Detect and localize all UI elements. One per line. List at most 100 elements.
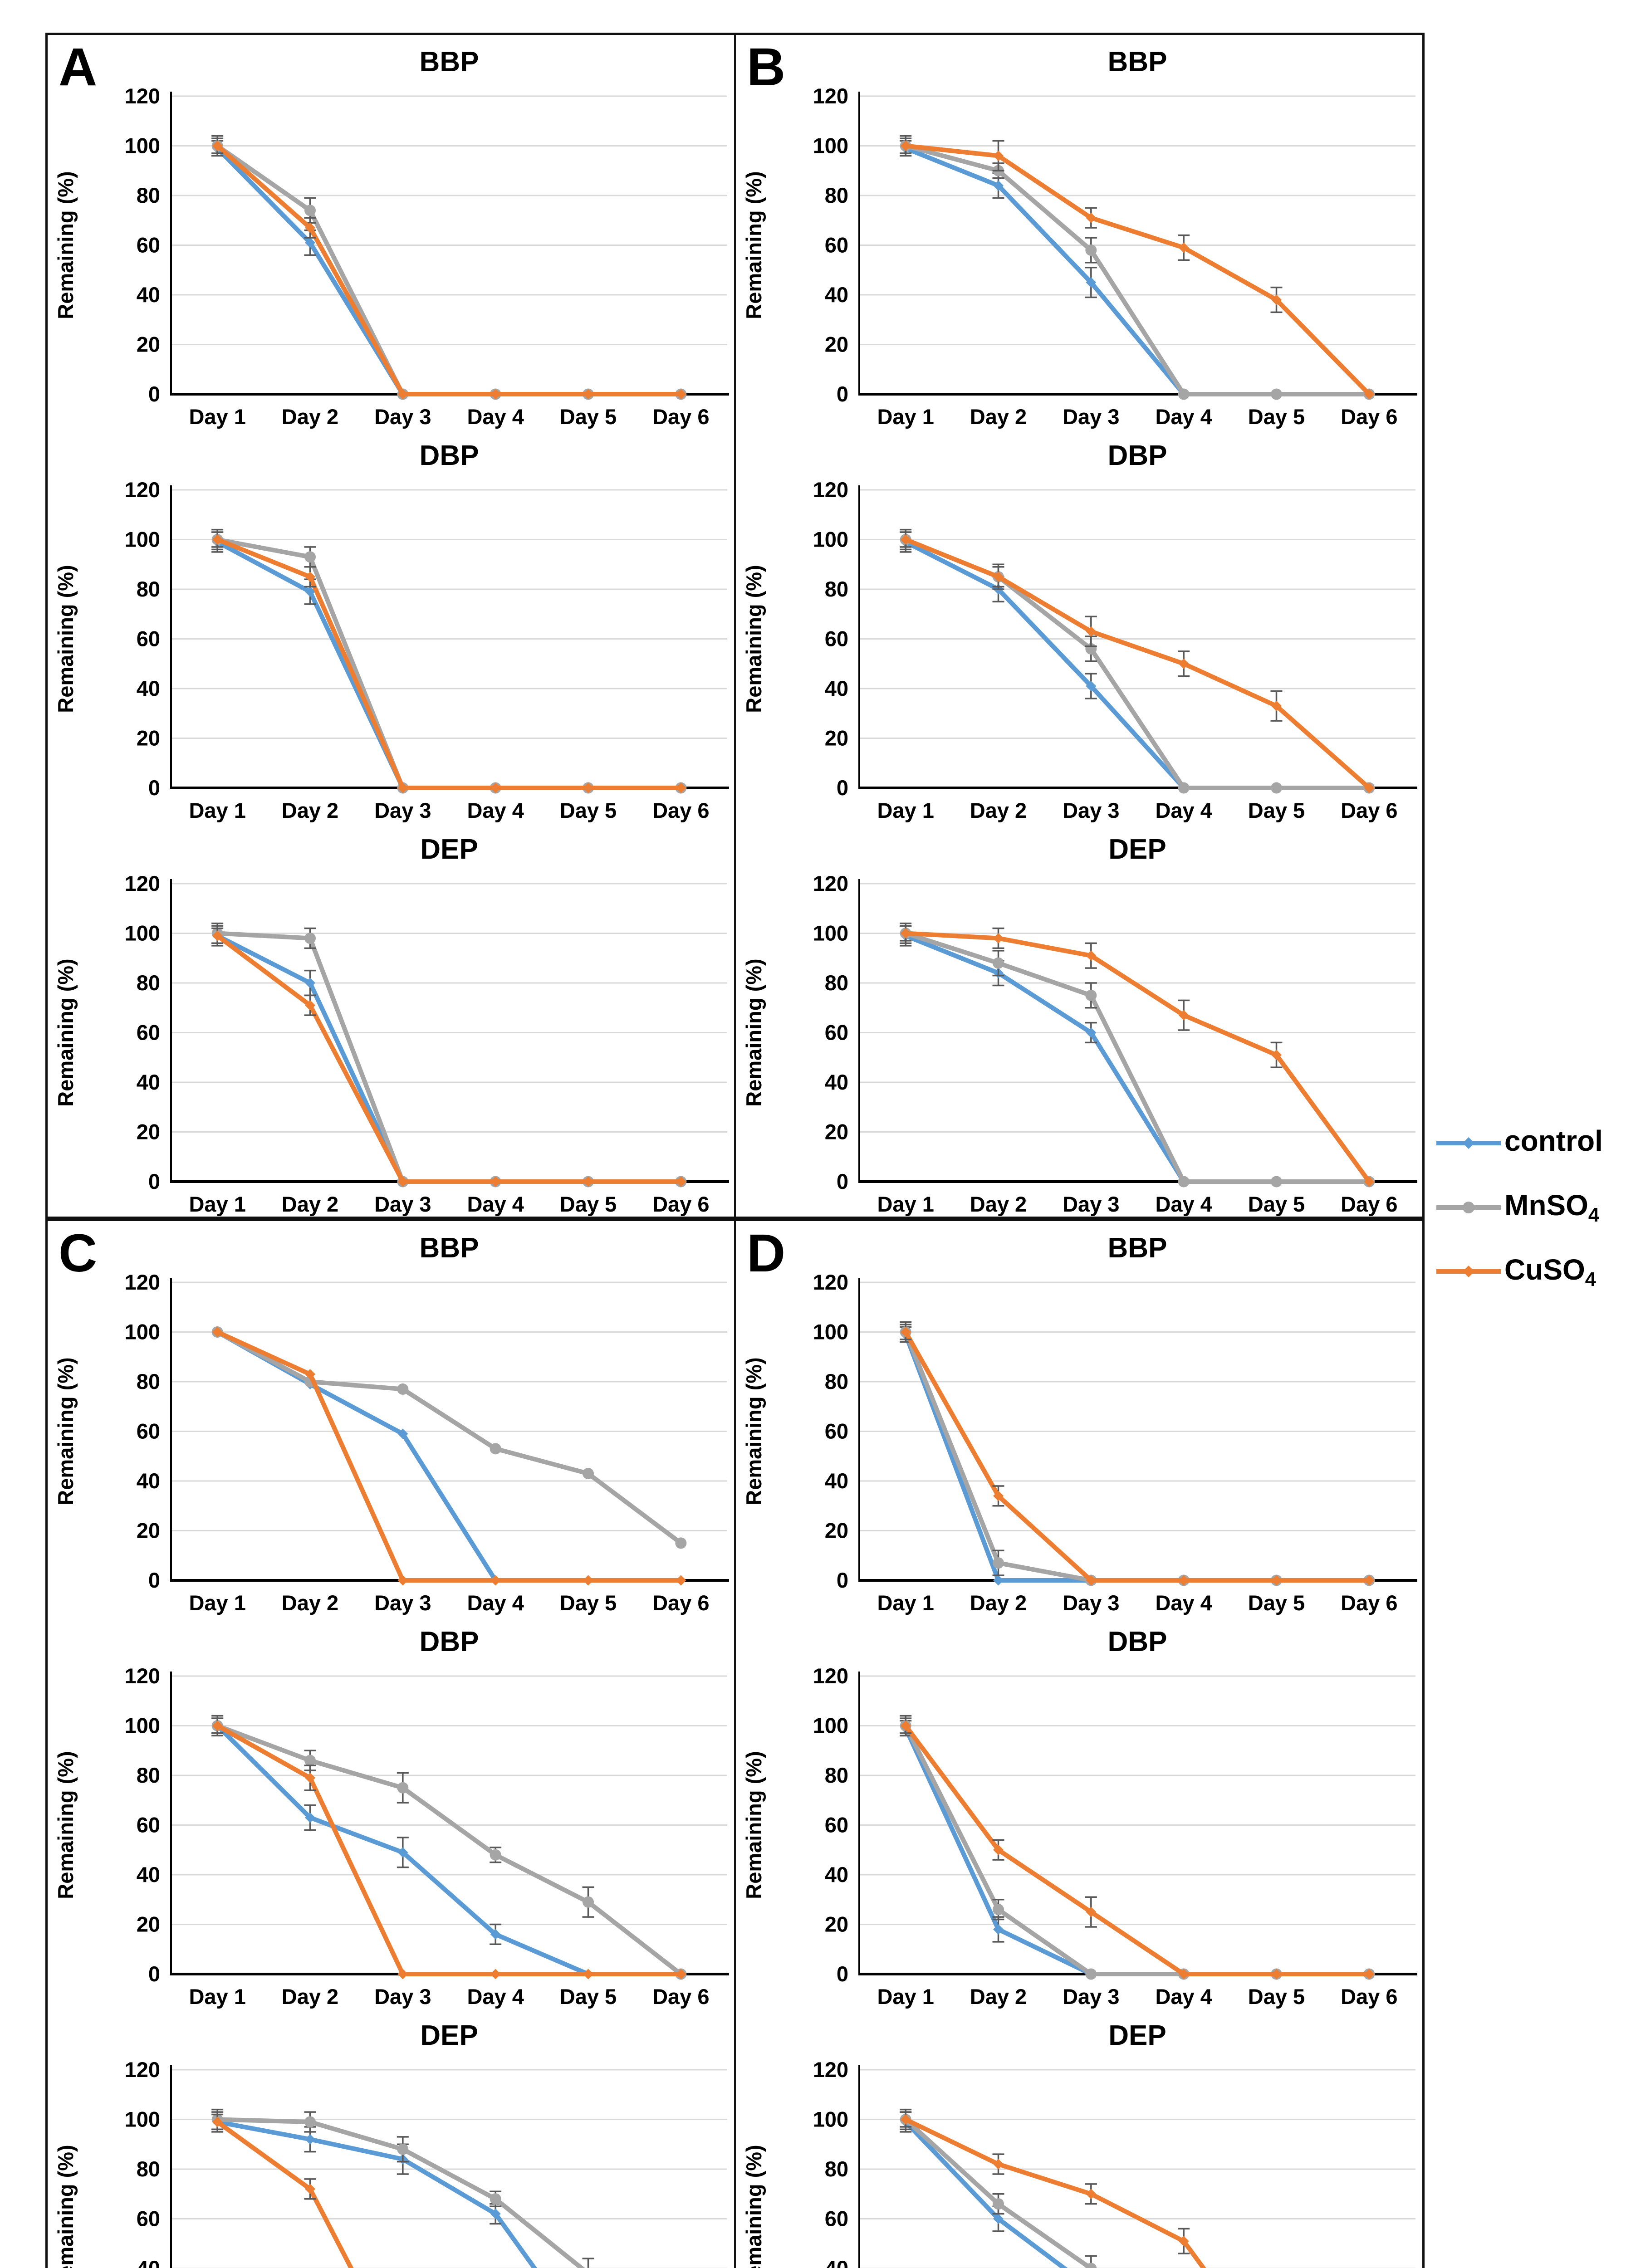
marker-control [397, 1428, 408, 1439]
series-line-CuSO4 [905, 143, 1371, 396]
marker-MnSO4 [397, 1782, 409, 1794]
series-MnSO4 [900, 528, 1375, 794]
series-CuSO4 [211, 2113, 354, 2268]
y-tick-label: 0 [837, 1568, 848, 1592]
x-tick-label: Day 6 [652, 405, 709, 429]
legend-line-cuso4-icon [1436, 1266, 1501, 1278]
x-tick-label: Day 5 [560, 405, 617, 429]
marker-MnSO4 [1085, 1968, 1097, 1980]
y-tick-label: 0 [148, 776, 160, 800]
x-tick-label: Day 5 [1248, 798, 1305, 822]
y-tick-label: 120 [125, 2058, 160, 2082]
marker-CuSO4 [490, 782, 501, 793]
y-tick-label: 0 [148, 1169, 160, 1193]
y-tick-label: 100 [813, 1714, 848, 1738]
panel-A-charts: BBP Remaining (%) 0 20 40 60 80 100 120 Day 1 Day … [48, 35, 734, 1217]
legend-line-control-icon [1436, 1137, 1501, 1149]
y-tick-label: 40 [137, 1862, 160, 1887]
series-MnSO4 [900, 922, 1375, 1188]
x-tick-label: Day 6 [1341, 798, 1397, 822]
x-tick-label: Day 3 [374, 1192, 431, 1216]
marker-CuSO4 [305, 572, 315, 582]
y-tick-label: 120 [125, 1270, 160, 1294]
x-tick-label: Day 2 [970, 1591, 1027, 1615]
marker-CuSO4 [1178, 2236, 1189, 2247]
y-tick-label: 80 [137, 971, 160, 995]
x-tick-label: Day 6 [1341, 1192, 1397, 1216]
y-tick-label: 20 [825, 1519, 848, 1543]
y-tick-label: 20 [137, 1912, 160, 1936]
x-tick-label: Day 3 [374, 1591, 431, 1615]
y-tick-label: 80 [825, 971, 848, 995]
y-tick-label: 120 [813, 2058, 848, 2082]
marker-control [305, 237, 315, 248]
marker-CuSO4 [900, 534, 911, 545]
y-tick-label: 80 [137, 2157, 160, 2181]
marker-CuSO4 [212, 1327, 223, 1337]
y-tick-label: 60 [137, 1419, 160, 1443]
y-axis-label: Remaining (%) [742, 1751, 766, 1899]
marker-MnSO4 [1271, 782, 1282, 794]
y-axis-label: Remaining (%) [742, 565, 766, 713]
y-tick-label: 60 [137, 1021, 160, 1045]
panel-letter-A: A [59, 37, 98, 97]
chart-title: BBP [420, 46, 479, 78]
x-tick-label: Day 2 [282, 1192, 338, 1216]
x-tick-label: Day 5 [1248, 1192, 1305, 1216]
marker-CuSO4 [1364, 1969, 1375, 1980]
marker-CuSO4 [1086, 626, 1097, 637]
y-axis-label: Remaining (%) [742, 1357, 766, 1505]
series-CuSO4 [211, 927, 686, 1187]
x-tick-label: Day 5 [560, 798, 617, 822]
legend-marker [1463, 1201, 1474, 1213]
marker-CuSO4 [1271, 700, 1282, 711]
chart-title: DEP [420, 2020, 478, 2051]
y-tick-label: 120 [125, 1664, 160, 1688]
x-tick-label: Day 4 [1155, 405, 1212, 429]
panel-B: B BBP Remaining (%) 0 20 40 60 80 100 120 Day 1 Da… [736, 35, 1422, 1217]
marker-CuSO4 [490, 1176, 501, 1187]
marker-control [993, 180, 1004, 191]
marker-MnSO4 [1178, 1176, 1190, 1188]
y-tick-label: 120 [125, 84, 160, 108]
x-tick-label: Day 3 [1063, 1192, 1119, 1216]
panel-A: A BBP Remaining (%) 0 20 40 60 80 100 120 Day 1 Da… [48, 35, 736, 1217]
y-tick-label: 20 [825, 1912, 848, 1936]
series-CuSO4 [900, 1324, 1375, 1586]
series-control [900, 531, 1375, 793]
x-tick-label: Day 3 [374, 405, 431, 429]
series-line-MnSO4 [216, 144, 681, 396]
y-tick-label: 120 [125, 478, 160, 502]
y-tick-label: 80 [825, 577, 848, 601]
series-control [211, 1717, 686, 1980]
series-MnSO4 [211, 135, 687, 400]
x-tick-label: Day 4 [1155, 798, 1212, 822]
marker-CuSO4 [1178, 1575, 1189, 1586]
series-line-control [217, 2120, 538, 2268]
series-line-control [216, 934, 681, 1184]
y-tick-label: 40 [137, 1469, 160, 1493]
y-tick-label: 0 [148, 1568, 160, 1592]
chart-title: DBP [420, 440, 479, 471]
series-control [211, 140, 686, 400]
marker-MnSO4 [304, 205, 316, 216]
y-tick-label: 20 [825, 332, 848, 357]
y-tick-label: 100 [125, 1320, 160, 1344]
x-tick-label: Day 5 [1248, 1984, 1305, 2009]
series-line-CuSO4 [216, 934, 681, 1184]
marker-control [305, 978, 315, 988]
marker-MnSO4 [304, 2116, 316, 2128]
x-tick-label: Day 1 [877, 1984, 934, 2009]
y-tick-label: 20 [825, 726, 848, 750]
y-tick-label: 40 [825, 1862, 848, 1887]
marker-CuSO4 [1364, 1176, 1375, 1187]
marker-CuSO4 [305, 1369, 315, 1380]
x-tick-label: Day 2 [282, 405, 338, 429]
series-line-MnSO4 [216, 1723, 682, 1976]
panel-box-top: A BBP Remaining (%) 0 20 40 60 80 100 120 Day 1 Da… [45, 33, 1425, 1219]
x-tick-label: Day 4 [467, 405, 524, 429]
x-tick-label: Day 1 [189, 1591, 245, 1615]
x-tick-label: Day 6 [1341, 1984, 1397, 2009]
marker-MnSO4 [1085, 244, 1097, 256]
